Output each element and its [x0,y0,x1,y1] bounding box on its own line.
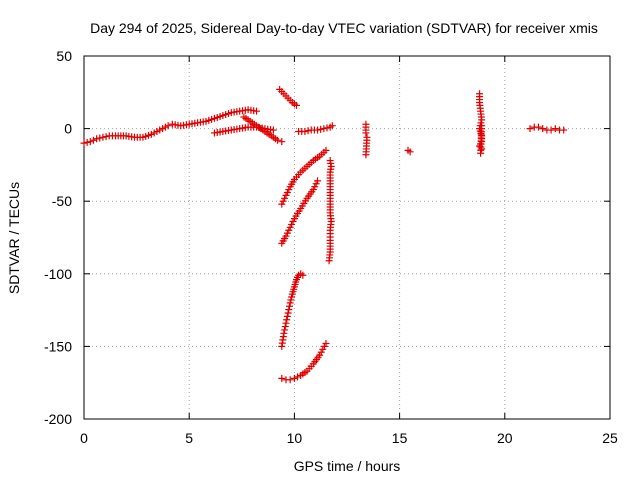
data-point [282,319,290,327]
data-point [278,374,286,382]
data-point [539,125,547,133]
data-point [293,101,301,109]
data-point [269,126,277,134]
data-point [286,376,294,384]
data-point [362,129,370,137]
data-point [290,374,298,382]
data-point [274,136,282,144]
y-axis-label: SDTVAR / TECUs [6,182,22,294]
data-point [294,373,302,381]
data-point [283,316,291,324]
data-point [281,323,289,331]
series-early-cluster [80,106,261,147]
x-tick-label: 5 [185,430,193,446]
data-point [547,126,555,134]
data-point [304,127,312,135]
grid-lines [84,56,610,419]
axis-ticks: 0 5 10 15 20 25 -200 -150 -100 -50 0 50 [44,48,618,446]
data-point [102,133,110,141]
data-point [317,125,325,133]
series-vertical-18-9 [476,90,486,157]
data-point [93,135,101,143]
x-axis-label: GPS time / hours [294,458,401,474]
data-point [299,271,307,279]
series-track-a [278,146,330,208]
data-point [285,306,293,314]
data-point [99,133,107,141]
series-track-c [278,270,307,350]
data-point [86,138,94,146]
data-point [253,107,261,115]
x-tick-label: 0 [80,430,88,446]
plot-frame [83,55,611,420]
data-point [314,177,322,185]
data-point [284,309,292,317]
data-point [328,122,336,130]
series-descending-arc [240,113,286,146]
data-point [406,148,414,156]
data-point [285,302,293,310]
data-point [301,128,309,136]
data-point [89,136,97,144]
series-arc-9-10 [276,85,301,109]
data-point [551,125,559,133]
y-tick-label: -100 [44,266,72,282]
data-point [280,329,288,337]
y-tick-label: -150 [44,338,72,354]
x-tick-label: 20 [497,430,513,446]
series-vertical-11-7 [325,157,335,265]
series-cluster-21-23 [526,123,568,134]
data-point [362,151,370,159]
data-point [283,312,291,320]
series-point-15-5 [404,146,414,156]
data-point [478,122,486,130]
data-point [164,122,172,130]
data-point [323,124,331,132]
chart-title: Day 294 of 2025, Sidereal Day-to-day VTE… [90,20,598,36]
data-point [560,126,568,134]
series-track-d [278,339,330,384]
data-point [314,126,322,134]
x-tick-label: 25 [602,430,618,446]
data-points [80,85,568,384]
data-point [96,134,104,142]
series-cluster-lower [210,123,277,137]
x-tick-label: 15 [392,430,408,446]
series-track-b [278,177,322,247]
data-point [278,138,286,146]
y-tick-label: 0 [64,121,72,137]
data-point [80,139,88,147]
data-point [281,326,289,334]
data-point [83,138,91,146]
y-tick-label: -200 [44,411,72,427]
series-points-13-4 [362,120,371,159]
y-tick-label: -50 [52,193,72,209]
series-band-10-12 [295,122,336,136]
x-tick-label: 10 [287,430,303,446]
data-point [534,123,542,131]
data-point [326,157,334,165]
data-point [322,146,330,154]
y-tick-label: 50 [56,48,72,64]
data-point [526,125,534,133]
data-point [320,125,328,133]
data-point [322,339,330,347]
